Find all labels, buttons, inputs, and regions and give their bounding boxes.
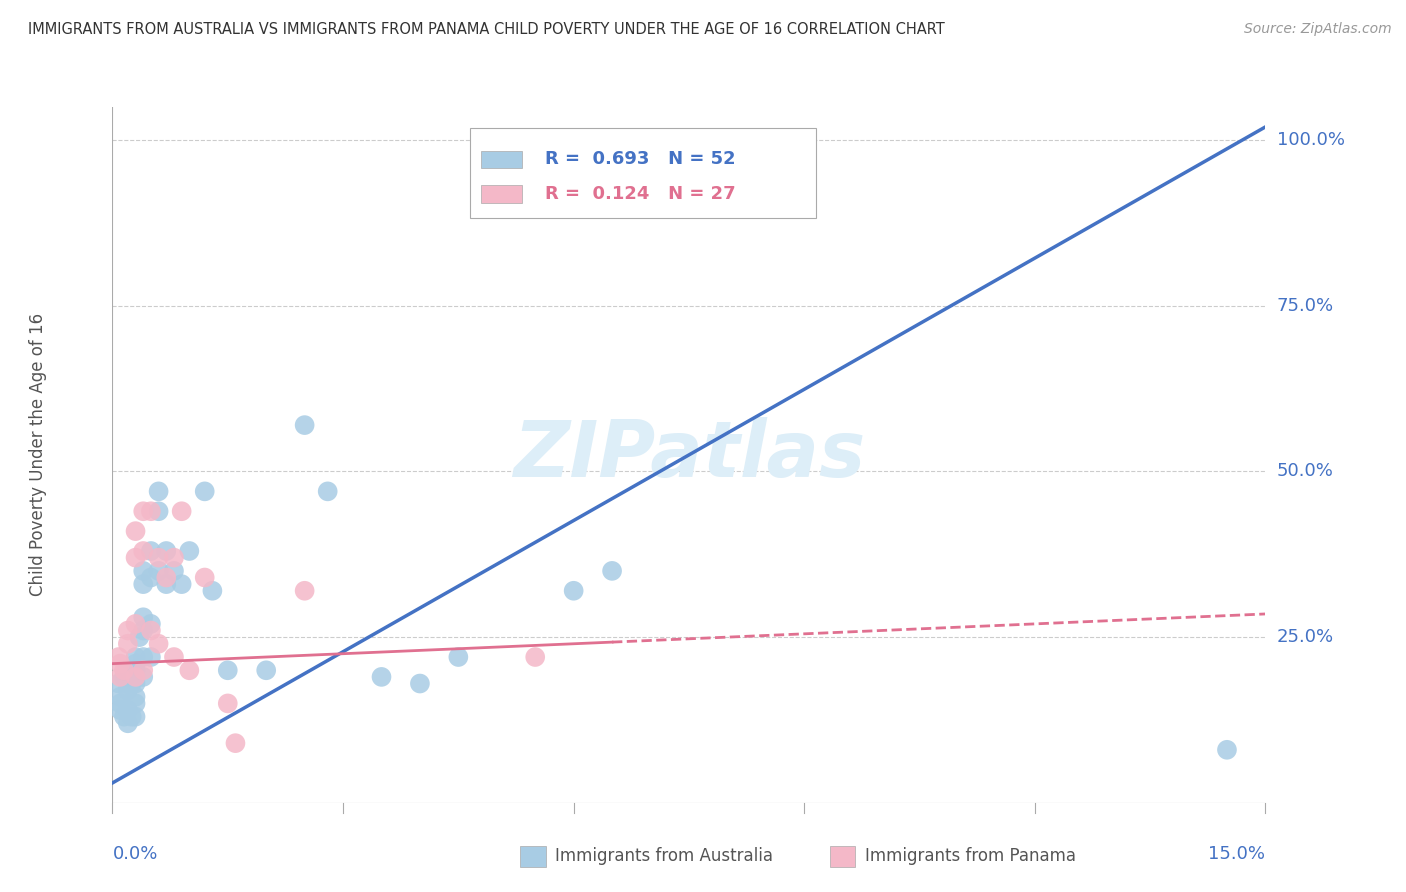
Point — [112, 670, 135, 684]
Point — [108, 690, 131, 704]
Point — [124, 657, 146, 671]
Point — [124, 550, 146, 565]
Point — [132, 624, 155, 638]
Point — [139, 504, 162, 518]
Point — [163, 550, 186, 565]
Point — [148, 484, 170, 499]
Point — [117, 676, 139, 690]
Point — [112, 709, 135, 723]
Point — [107, 650, 129, 665]
Point — [108, 657, 131, 671]
Text: 25.0%: 25.0% — [1277, 628, 1334, 646]
Text: 15.0%: 15.0% — [1208, 845, 1265, 863]
Point — [179, 663, 201, 677]
Text: R =  0.124   N = 27: R = 0.124 N = 27 — [544, 185, 735, 203]
Text: 50.0%: 50.0% — [1277, 462, 1334, 481]
Text: Source: ZipAtlas.com: Source: ZipAtlas.com — [1244, 22, 1392, 37]
Point — [163, 650, 186, 665]
FancyBboxPatch shape — [470, 128, 815, 219]
Point — [121, 709, 143, 723]
Point — [121, 676, 143, 690]
Point — [562, 583, 585, 598]
Point — [108, 670, 131, 684]
Point — [124, 616, 146, 631]
Point — [117, 663, 139, 677]
Point — [524, 650, 547, 665]
Point — [124, 650, 146, 665]
Point — [155, 577, 177, 591]
Point — [370, 670, 392, 684]
Point — [148, 564, 170, 578]
Point — [132, 577, 155, 591]
Text: IMMIGRANTS FROM AUSTRALIA VS IMMIGRANTS FROM PANAMA CHILD POVERTY UNDER THE AGE : IMMIGRANTS FROM AUSTRALIA VS IMMIGRANTS … — [28, 22, 945, 37]
Text: Child Poverty Under the Age of 16: Child Poverty Under the Age of 16 — [28, 313, 46, 597]
Point — [170, 577, 193, 591]
FancyBboxPatch shape — [481, 151, 522, 168]
Point — [148, 637, 170, 651]
Point — [117, 716, 139, 731]
Text: 0.0%: 0.0% — [112, 845, 157, 863]
Point — [294, 418, 316, 433]
Point — [124, 676, 146, 690]
Point — [117, 683, 139, 698]
Point — [1216, 743, 1239, 757]
Point — [179, 544, 201, 558]
Point — [139, 570, 162, 584]
Point — [148, 550, 170, 565]
Point — [217, 697, 239, 711]
Point — [124, 524, 146, 538]
Text: R =  0.693   N = 52: R = 0.693 N = 52 — [544, 150, 735, 169]
Point — [155, 570, 177, 584]
Point — [217, 663, 239, 677]
Point — [132, 670, 155, 684]
Point — [117, 637, 139, 651]
Point — [224, 736, 246, 750]
Point — [139, 624, 162, 638]
Point — [132, 504, 155, 518]
Point — [132, 544, 155, 558]
Text: 100.0%: 100.0% — [1277, 131, 1346, 149]
FancyBboxPatch shape — [481, 186, 522, 202]
Text: ZIPatlas: ZIPatlas — [513, 417, 865, 493]
Point — [124, 709, 146, 723]
Point — [108, 703, 131, 717]
Point — [600, 564, 623, 578]
Point — [194, 570, 217, 584]
Point — [194, 484, 217, 499]
Point — [254, 663, 277, 677]
Text: Immigrants from Panama: Immigrants from Panama — [844, 847, 1076, 865]
Point — [117, 624, 139, 638]
Text: Immigrants from Australia: Immigrants from Australia — [534, 847, 773, 865]
Point — [112, 663, 135, 677]
Point — [117, 703, 139, 717]
Point — [139, 650, 162, 665]
Point — [124, 663, 146, 677]
Point — [124, 697, 146, 711]
Point — [316, 484, 339, 499]
Point — [139, 616, 162, 631]
Point — [155, 544, 177, 558]
Point — [108, 697, 131, 711]
Point — [793, 133, 815, 147]
Point — [201, 583, 224, 598]
Point — [163, 564, 186, 578]
Point — [148, 504, 170, 518]
Point — [409, 676, 432, 690]
Point — [170, 504, 193, 518]
Point — [128, 630, 150, 644]
Point — [294, 583, 316, 598]
Point — [132, 663, 155, 677]
Point — [447, 650, 470, 665]
Point — [124, 670, 146, 684]
Point — [107, 676, 129, 690]
Point — [124, 690, 146, 704]
Text: 75.0%: 75.0% — [1277, 297, 1334, 315]
Point — [132, 650, 155, 665]
Point — [139, 544, 162, 558]
Point — [132, 610, 155, 624]
Point — [132, 564, 155, 578]
